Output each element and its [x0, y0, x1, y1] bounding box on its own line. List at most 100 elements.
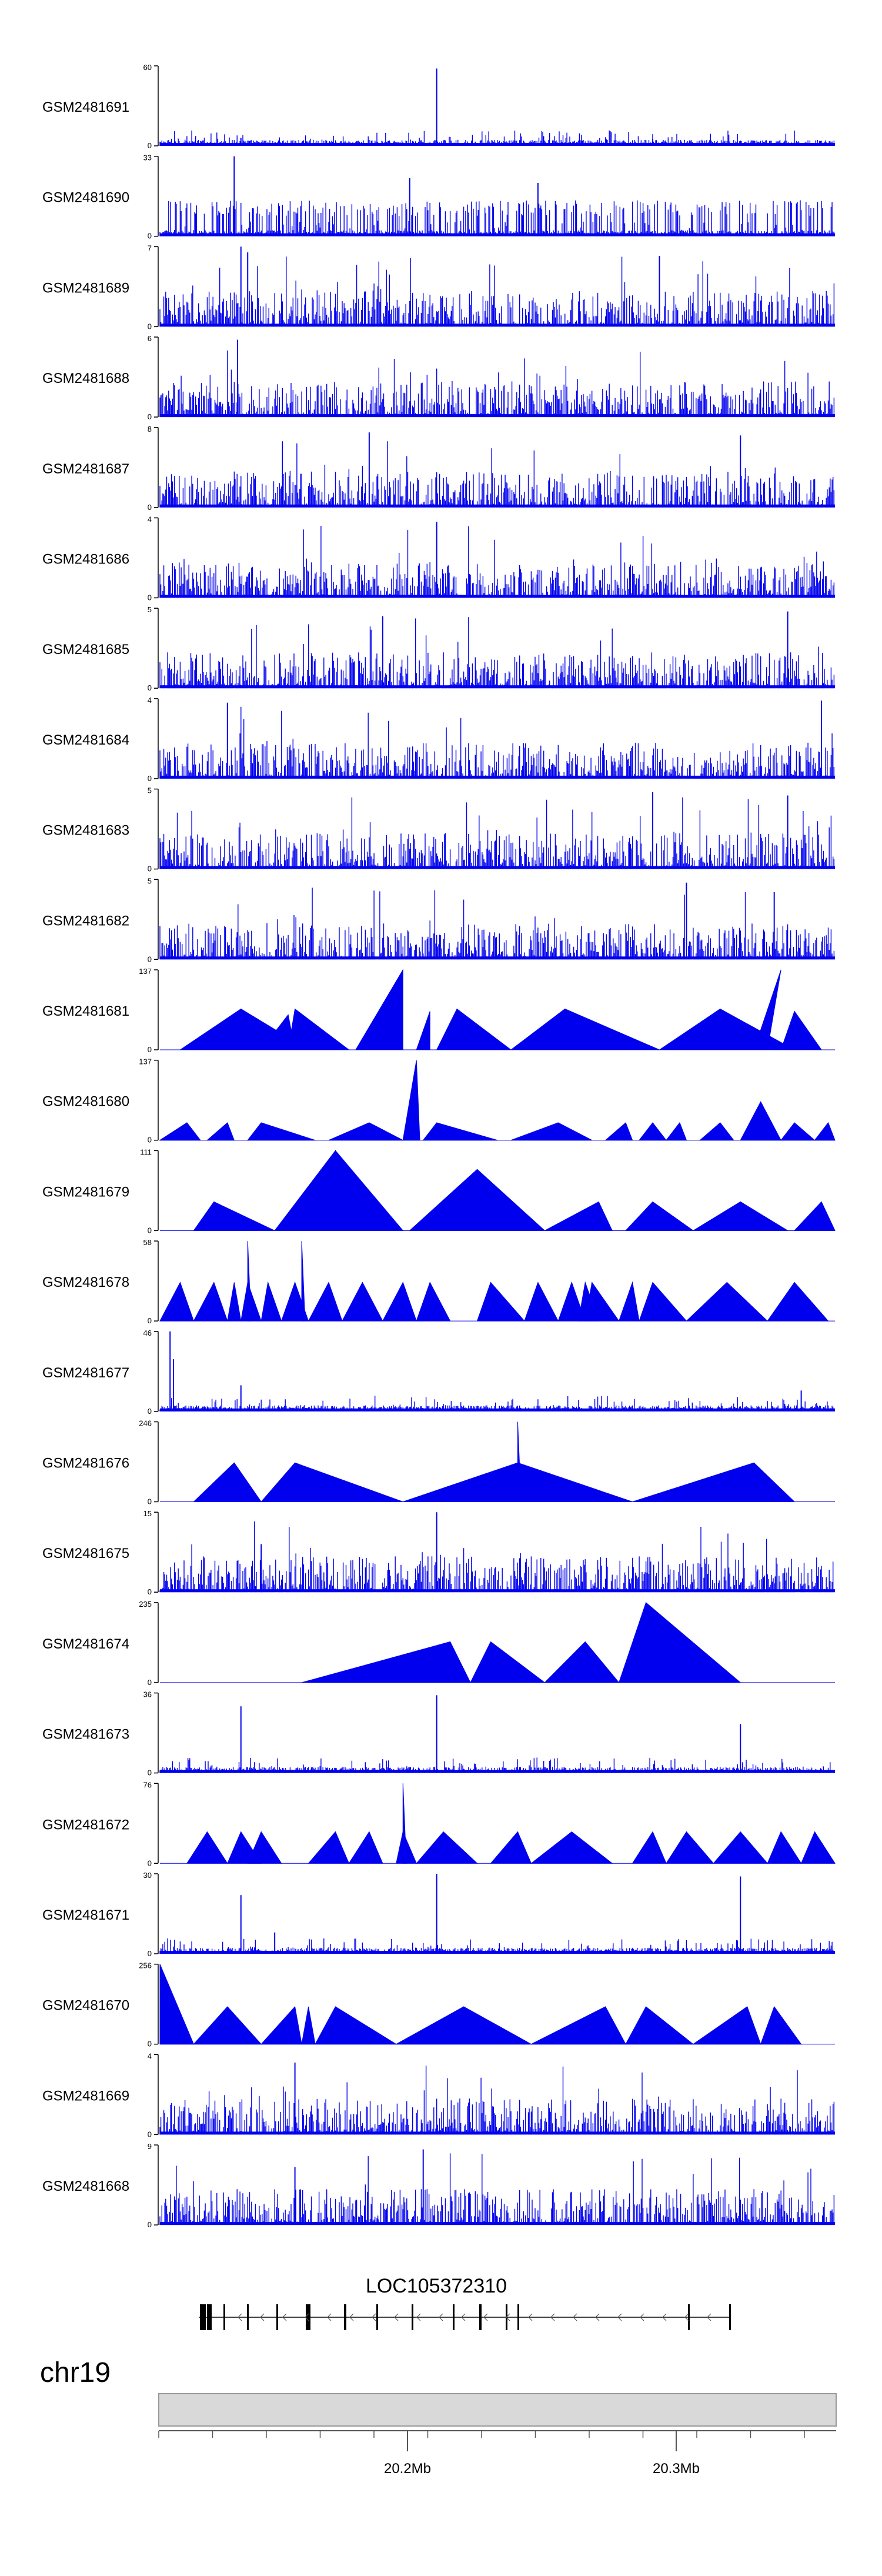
- coverage-peak: [342, 1282, 383, 1322]
- y-min-label: 0: [148, 1497, 152, 1506]
- y-min-label: 0: [148, 141, 152, 150]
- y-min-label: 0: [148, 503, 152, 512]
- coverage-peak: [402, 1060, 420, 1141]
- coverage-peak: [470, 1641, 546, 1683]
- coverage-peak: [308, 1282, 343, 1322]
- track-GSM2481675: GSM2481675 15 0: [42, 1509, 835, 1596]
- track-GSM2481681: GSM2481681 137 0: [42, 967, 835, 1054]
- coverage-peak: [348, 1831, 383, 1864]
- y-max-label: 36: [143, 1690, 152, 1699]
- track-GSM2481671: GSM2481671 30 0: [42, 1871, 835, 1958]
- gene-exon: [688, 2304, 690, 2330]
- track-label: GSM2481690: [42, 190, 129, 206]
- coverage-peak: [227, 1282, 242, 1322]
- coverage-peak: [639, 1122, 667, 1141]
- gene-label: LOC105372310: [366, 2275, 507, 2297]
- coverage-peak: [328, 1122, 403, 1141]
- y-max-label: 60: [143, 63, 152, 72]
- track-GSM2481669: GSM2481669 4 0: [42, 2051, 835, 2138]
- track-GSM2481674: GSM2481674 235 0: [42, 1600, 835, 1687]
- chromosome-axis: chr19 20.2Mb 20.3Mb: [40, 2357, 837, 2477]
- y-max-label: 58: [143, 1238, 152, 1247]
- coverage-peak: [666, 1831, 714, 1864]
- gene-exon: [223, 2304, 225, 2330]
- gene-exon: [200, 2304, 206, 2330]
- coverage-peak: [159, 1122, 201, 1141]
- gene-exon: [344, 2304, 346, 2330]
- y-max-label: 8: [148, 425, 152, 433]
- y-max-label: 4: [148, 515, 152, 524]
- y-min-label: 0: [148, 1045, 152, 1054]
- strand-arrow: [640, 2313, 644, 2321]
- baseline: [160, 1770, 835, 1773]
- track-GSM2481682: GSM2481682 5 0: [42, 876, 835, 963]
- tick-label-20.3Mb: 20.3Mb: [653, 2461, 700, 2477]
- gene-exon: [517, 2304, 519, 2330]
- baseline: [160, 595, 835, 598]
- coverage-peak: [301, 1241, 306, 1322]
- strand-arrow: [483, 2313, 488, 2321]
- y-min-label: 0: [148, 322, 152, 331]
- coverage-peak: [624, 1201, 694, 1231]
- coverage-peak: [510, 1008, 660, 1050]
- y-max-label: 76: [143, 1780, 152, 1789]
- strand-arrow: [550, 2313, 555, 2321]
- coverage-peak: [713, 1831, 769, 1864]
- strand-arrow: [707, 2313, 711, 2321]
- y-max-label: 235: [139, 1600, 152, 1609]
- coverage-peak: [692, 2006, 761, 2045]
- coverage-peak: [692, 1201, 789, 1231]
- track-GSM2481672: GSM2481672 76 0: [42, 1780, 836, 1867]
- strand-arrow: [394, 2313, 399, 2321]
- baseline: [160, 1589, 835, 1593]
- strand-arrow: [595, 2313, 600, 2321]
- y-min-label: 0: [148, 1678, 152, 1687]
- coverage-peak: [247, 1241, 252, 1322]
- coverage-peak: [159, 1964, 195, 2045]
- baseline: [160, 2131, 835, 2135]
- coverage-peak: [665, 1122, 687, 1141]
- coverage-peak: [814, 1122, 836, 1141]
- track-label: GSM2481679: [42, 1184, 129, 1200]
- y-max-label: 6: [148, 334, 152, 343]
- coverage-peak: [193, 1282, 228, 1322]
- coverage-peak: [632, 1462, 796, 1502]
- coverage-peak: [524, 1282, 559, 1322]
- y-max-label: 15: [143, 1509, 152, 1518]
- gene-exon: [412, 2304, 413, 2330]
- coverage-peak: [753, 969, 781, 1050]
- coverage-peak: [260, 1462, 403, 1502]
- coverage-peak: [355, 969, 403, 1050]
- track-label: GSM2481670: [42, 1998, 129, 2014]
- y-max-label: 9: [148, 2142, 152, 2151]
- coverage-peak: [686, 1282, 769, 1322]
- track-GSM2481683: GSM2481683 5 0: [42, 786, 835, 873]
- y-min-label: 0: [148, 683, 152, 692]
- coverage-peak: [767, 1282, 829, 1322]
- baseline: [160, 414, 835, 418]
- coverage-peak: [436, 1008, 512, 1050]
- track-GSM2481689: GSM2481689 7 0: [42, 243, 835, 331]
- track-GSM2481673: GSM2481673 36 0: [42, 1690, 835, 1777]
- gene-exon: [247, 2304, 249, 2330]
- coverage-peak: [288, 1008, 350, 1050]
- coverage-peak: [247, 1122, 316, 1141]
- track-label: GSM2481678: [42, 1274, 129, 1290]
- coverage-peak: [193, 1201, 275, 1231]
- y-min-label: 0: [148, 865, 152, 873]
- track-label: GSM2481674: [42, 1636, 129, 1652]
- coverage-peak: [544, 1201, 613, 1231]
- track-label: GSM2481687: [42, 461, 129, 477]
- track-GSM2481670: GSM2481670 256 0: [42, 1961, 835, 2048]
- y-min-label: 0: [148, 955, 152, 963]
- track-GSM2481685: GSM2481685 5 0: [42, 605, 835, 692]
- strand-arrow: [573, 2313, 577, 2321]
- y-min-label: 0: [148, 1136, 152, 1144]
- y-min-label: 0: [148, 2040, 152, 2048]
- gene-exon: [479, 2304, 482, 2330]
- coverage-peak: [632, 1831, 667, 1864]
- coverage-peak: [301, 2006, 316, 2045]
- track-label: GSM2481685: [42, 642, 129, 658]
- track-label: GSM2481683: [42, 823, 129, 839]
- track-GSM2481678: GSM2481678 58 0: [42, 1238, 835, 1325]
